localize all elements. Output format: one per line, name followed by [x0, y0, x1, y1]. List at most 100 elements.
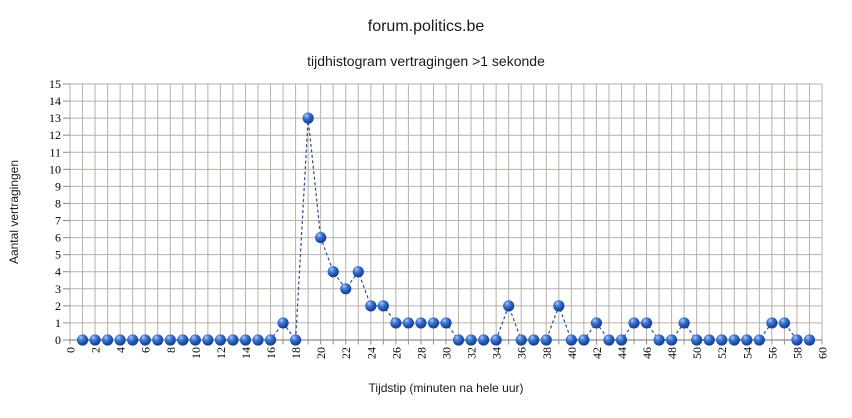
svg-text:58: 58	[790, 347, 804, 359]
data-point-marker	[515, 334, 527, 346]
data-point-marker	[227, 334, 239, 346]
svg-text:42: 42	[590, 347, 604, 359]
data-point-marker	[603, 334, 615, 346]
svg-text:9: 9	[55, 179, 61, 193]
svg-text:2: 2	[55, 299, 61, 313]
svg-text:20: 20	[314, 347, 328, 359]
data-point-marker	[691, 334, 703, 346]
data-point-marker	[478, 334, 490, 346]
svg-text:10: 10	[189, 347, 203, 359]
svg-text:46: 46	[640, 347, 654, 359]
svg-text:56: 56	[765, 347, 779, 359]
svg-text:8: 8	[164, 347, 178, 353]
svg-text:48: 48	[665, 347, 679, 359]
svg-text:14: 14	[49, 94, 61, 108]
svg-text:12: 12	[49, 128, 61, 142]
svg-text:16: 16	[264, 347, 278, 359]
data-point-marker	[741, 334, 753, 346]
svg-text:12: 12	[214, 347, 228, 359]
svg-text:13: 13	[49, 111, 61, 125]
data-point-marker	[452, 334, 465, 346]
data-point-marker	[164, 334, 176, 346]
svg-text:11: 11	[49, 145, 61, 159]
data-point-marker	[716, 334, 728, 346]
data-point-marker	[352, 266, 364, 278]
data-point-marker	[553, 300, 565, 312]
data-point-marker	[189, 334, 201, 346]
data-point-marker	[440, 317, 452, 329]
data-point-marker	[653, 334, 665, 346]
data-point-markers	[76, 112, 816, 346]
data-point-marker	[666, 334, 678, 346]
svg-text:32: 32	[465, 347, 479, 359]
data-point-marker	[503, 300, 515, 312]
data-point-marker	[202, 334, 214, 346]
data-point-marker	[415, 317, 427, 329]
data-point-marker	[102, 334, 114, 346]
data-point-marker	[327, 266, 339, 278]
svg-text:50: 50	[690, 347, 704, 359]
data-point-marker	[427, 317, 440, 329]
data-point-marker	[766, 317, 778, 329]
svg-text:44: 44	[615, 347, 629, 359]
svg-text:4: 4	[55, 265, 61, 279]
data-point-marker	[365, 300, 377, 312]
svg-text:54: 54	[740, 347, 754, 359]
svg-text:3: 3	[55, 282, 61, 296]
svg-text:2: 2	[89, 347, 103, 353]
data-point-marker	[528, 334, 540, 346]
data-point-marker	[565, 334, 577, 346]
svg-text:24: 24	[364, 347, 378, 359]
data-point-marker	[578, 334, 590, 346]
data-point-marker	[678, 317, 690, 329]
svg-text:18: 18	[289, 347, 303, 359]
data-point-marker	[127, 334, 139, 346]
data-point-marker	[703, 334, 715, 346]
data-point-marker	[340, 283, 352, 295]
data-point-marker	[590, 317, 603, 329]
chart-subtitle: tijdhistogram vertragingen >1 sekonde	[307, 53, 545, 69]
svg-text:6: 6	[139, 347, 153, 353]
svg-text:34: 34	[490, 347, 504, 359]
svg-text:15: 15	[49, 77, 61, 91]
x-tick-labels: 0 2 4 6 8 10 12 14 16 18 20 22 24 26 28 30 32 34 36 38 40 42 4…	[64, 347, 830, 359]
data-point-marker	[753, 334, 765, 346]
svg-text:14: 14	[239, 347, 253, 359]
data-point-marker	[264, 334, 277, 346]
svg-text:6: 6	[55, 231, 61, 245]
svg-text:22: 22	[339, 347, 353, 359]
data-point-marker	[540, 334, 552, 346]
data-point-marker	[628, 317, 640, 329]
svg-text:40: 40	[565, 347, 579, 359]
data-point-marker	[640, 317, 653, 329]
svg-text:38: 38	[540, 347, 554, 359]
svg-text:52: 52	[715, 347, 729, 359]
data-point-marker	[290, 334, 302, 346]
data-point-marker	[615, 334, 628, 346]
data-point-marker	[277, 317, 289, 329]
svg-text:0: 0	[55, 333, 61, 347]
data-point-marker	[239, 334, 252, 346]
data-point-marker	[791, 334, 803, 346]
data-point-marker	[302, 112, 314, 124]
svg-text:5: 5	[55, 248, 61, 262]
data-point-marker	[402, 317, 414, 329]
chart-title: forum.politics.be	[367, 18, 485, 35]
svg-text:0: 0	[64, 347, 78, 353]
svg-text:60: 60	[816, 347, 830, 359]
svg-text:4: 4	[114, 347, 128, 353]
svg-text:26: 26	[389, 347, 403, 359]
svg-text:8: 8	[55, 196, 61, 210]
svg-text:7: 7	[55, 214, 61, 228]
data-point-marker	[139, 334, 151, 346]
svg-text:10: 10	[49, 162, 61, 176]
svg-text:28: 28	[414, 347, 428, 359]
data-point-marker	[89, 334, 101, 346]
data-point-marker	[114, 334, 126, 346]
data-point-marker	[728, 334, 740, 346]
data-point-marker	[252, 334, 264, 346]
data-point-marker	[76, 334, 89, 346]
